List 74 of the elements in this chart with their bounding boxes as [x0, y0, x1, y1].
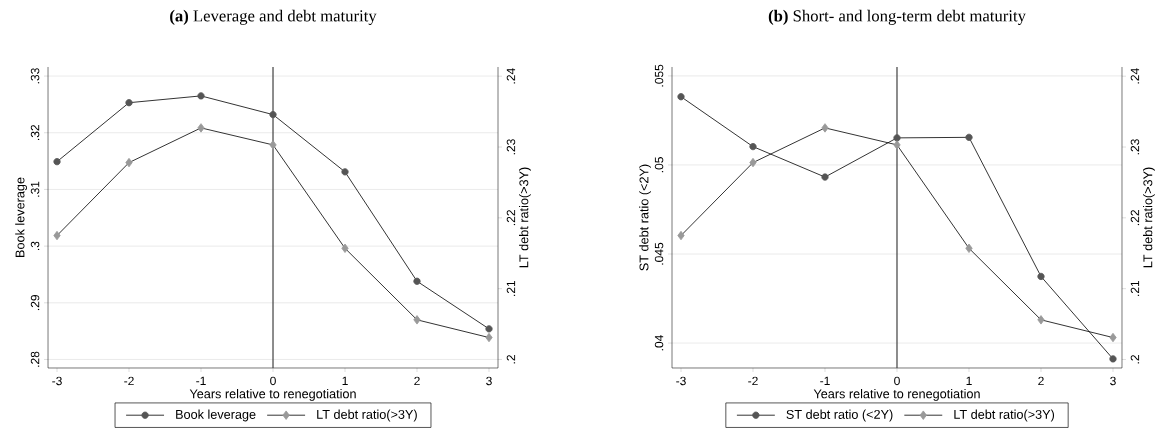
point — [485, 332, 493, 343]
x-axis-title: Years relative to renegotiation — [813, 389, 980, 401]
point — [1037, 272, 1045, 281]
x-tick-label: 3 — [486, 376, 492, 386]
x-axis-title: Years relative to renegotiation — [189, 389, 356, 401]
point — [1109, 332, 1117, 343]
x-tick-label: 1 — [342, 376, 348, 385]
point — [677, 230, 685, 241]
legend-label: ST debt ratio (<2Y) — [786, 409, 893, 422]
point — [53, 230, 61, 241]
y2-axis-title: LT debt ratio(>3Y) — [519, 167, 531, 268]
point — [125, 99, 133, 107]
point — [269, 140, 277, 150]
x-tick-label: -2 — [124, 376, 134, 386]
x-tick-label: 2 — [1038, 376, 1044, 386]
point — [485, 325, 493, 333]
x-tick-label: 0 — [270, 376, 276, 386]
y-tick-label: .33 — [30, 68, 40, 84]
y2-tick-label: .21 — [506, 280, 516, 296]
y2-tick-label: .22 — [1130, 210, 1140, 226]
point — [197, 92, 205, 100]
legend-label: LT debt ratio(>3Y) — [317, 409, 417, 422]
y2-tick-label: .21 — [1130, 280, 1140, 296]
point — [821, 173, 829, 181]
legend-label: LT debt ratio(>3Y) — [954, 409, 1055, 422]
point — [893, 140, 901, 150]
point — [341, 168, 349, 176]
point — [821, 123, 829, 133]
point — [965, 133, 973, 141]
y-axis-title: Book leverage — [15, 177, 27, 257]
y-axis-title: ST debt ratio (<2Y) — [639, 164, 651, 271]
y2-tick-label: .2 — [1130, 355, 1140, 364]
point — [197, 123, 205, 133]
y-tick-label: .3 — [30, 241, 40, 251]
point — [413, 315, 421, 325]
y-tick-label: .28 — [30, 351, 40, 367]
point — [965, 243, 973, 253]
y-tick-label: .04 — [654, 335, 664, 351]
y2-tick-label: .23 — [506, 139, 516, 155]
point — [1109, 355, 1117, 363]
y2-tick-label: .22 — [506, 210, 516, 226]
point — [53, 158, 61, 166]
y2-axis-title: LT debt ratio(>3Y) — [1143, 167, 1155, 268]
x-tick-label: 1 — [966, 376, 972, 385]
chart-title: (a) Leverage and debt maturity — [170, 9, 377, 25]
point — [749, 157, 757, 168]
point — [269, 111, 277, 119]
y2-tick-label: .24 — [1130, 68, 1140, 84]
point — [893, 134, 901, 142]
point — [749, 143, 757, 151]
x-tick-label: 0 — [894, 376, 900, 386]
y-tick-label: .32 — [30, 125, 40, 140]
y2-tick-label: .2 — [506, 355, 516, 364]
x-tick-label: 2 — [414, 376, 420, 386]
y-tick-label: .29 — [30, 295, 40, 311]
y-tick-label: .05 — [654, 157, 664, 173]
y-tick-label: .045 — [654, 242, 664, 265]
x-tick-label: -2 — [748, 376, 758, 386]
y-tick-label: .055 — [654, 64, 664, 87]
x-tick-label: 3 — [1110, 376, 1116, 386]
chart-title: (b) Short- and long-term debt maturity — [768, 9, 1026, 25]
point — [125, 157, 133, 168]
point — [677, 93, 685, 101]
x-tick-label: -1 — [196, 376, 206, 385]
x-tick-label: -3 — [676, 376, 686, 386]
y2-tick-label: .23 — [1130, 139, 1140, 155]
point — [341, 243, 349, 253]
point — [413, 277, 421, 285]
legend-label: Book leverage — [176, 409, 256, 422]
y-tick-label: .31 — [30, 181, 40, 197]
x-tick-label: -1 — [820, 376, 830, 385]
x-tick-label: -3 — [52, 376, 62, 386]
point — [1037, 315, 1045, 325]
y2-tick-label: .24 — [506, 68, 516, 84]
